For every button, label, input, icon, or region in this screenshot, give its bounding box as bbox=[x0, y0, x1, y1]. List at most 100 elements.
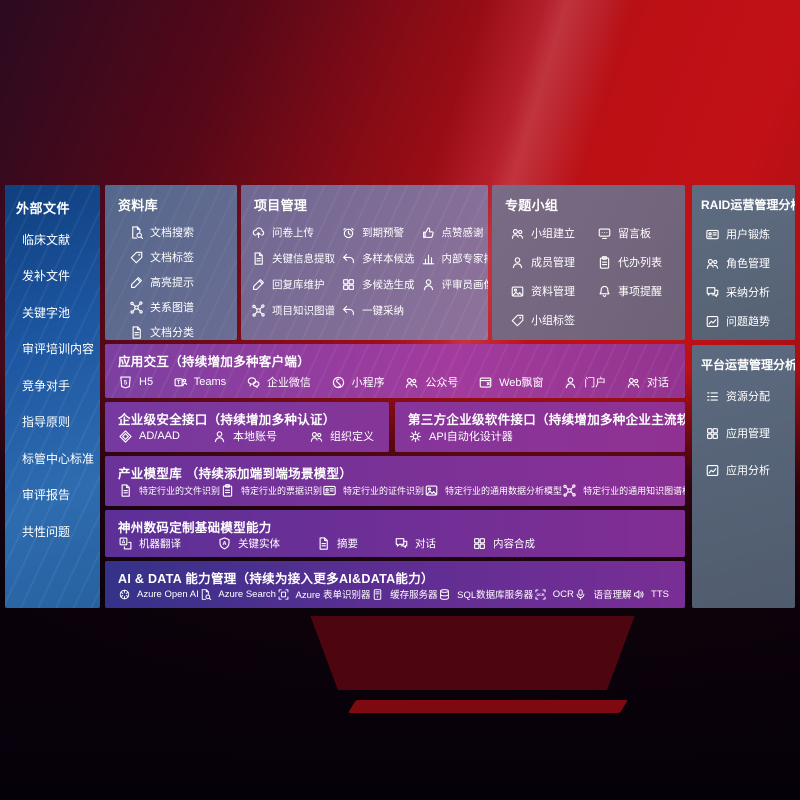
person-icon bbox=[421, 277, 436, 292]
feature-item: 问题趋势 bbox=[705, 313, 793, 329]
openai-icon bbox=[118, 588, 131, 601]
feature-item: 评审员画像 bbox=[421, 277, 489, 292]
feature-item: 特定行业的票据识别 bbox=[220, 483, 322, 498]
feature-item: 应用分析 bbox=[705, 462, 793, 478]
feature-label: 缓存服务器 bbox=[390, 590, 438, 601]
feature-label: 问卷上传 bbox=[272, 227, 314, 239]
feature-item: 文档搜索 bbox=[129, 224, 233, 240]
form-recognizer-icon bbox=[277, 588, 290, 601]
feature-label: Teams bbox=[193, 376, 227, 388]
feature-item: OCR OCR bbox=[534, 588, 574, 601]
feature-item: 留言板 bbox=[597, 225, 662, 241]
feature-label: 小组建立 bbox=[531, 228, 575, 240]
panel-app-interaction: 应用交互（持续增加多种客户端） 5 H5 T Teams 企业微信 小程序 公众号 Web飘窗 门… bbox=[105, 344, 685, 398]
svg-text:5: 5 bbox=[124, 380, 128, 386]
external-files-panel: 外部文件 临床文献 发补文件 关键字池 审评培训内容 竞争对手 指导原则 标管中心标准 审评报… bbox=[5, 185, 100, 608]
feature-item: 内部专家排名 bbox=[421, 251, 488, 266]
feature-label: 小组标签 bbox=[531, 315, 575, 327]
teams-icon: T bbox=[173, 375, 188, 390]
h5-icon: 5 bbox=[118, 375, 133, 390]
panel-title: 外部文件 bbox=[16, 201, 71, 216]
feature-label: 组织定义 bbox=[329, 431, 374, 443]
panel-third-party-api: 第三方企业级软件接口（持续增加多种企业主流软件接口） API自动化设计器 bbox=[395, 402, 685, 452]
feature-item: 到期预警 bbox=[341, 225, 415, 240]
feature-item: 门户 bbox=[563, 374, 606, 390]
architecture-layout: 外部文件 临床文献 发补文件 关键字池 审评培训内容 竞争对手 指导原则 标管中心标准 审评报… bbox=[5, 185, 795, 608]
feature-item: Azure Open AI bbox=[118, 588, 199, 601]
feature-label: 资料管理 bbox=[531, 286, 575, 298]
roles-people-icon bbox=[705, 256, 720, 271]
capability-row-1: 企业级安全接口（持续增加多种认证） AD/AAD 本地账号 组织定义 第三方企业级软件接… bbox=[105, 402, 685, 452]
feature-item: 应用管理 bbox=[705, 425, 793, 441]
feature-item: API自动化设计器 bbox=[408, 428, 513, 444]
feature-label: 问题趋势 bbox=[726, 316, 770, 328]
miniprogram-icon bbox=[331, 375, 346, 390]
feature-item: 问卷上传 bbox=[251, 225, 335, 240]
svg-text:OCR: OCR bbox=[536, 592, 544, 596]
people-group-icon bbox=[510, 226, 525, 241]
feature-item: Azure Search bbox=[199, 588, 276, 601]
capability-row-3: 神州数码定制基础模型能力 A 机器翻译 A 关键实体 摘要 对话 内容合成 bbox=[105, 510, 685, 557]
tts-icon bbox=[632, 588, 645, 601]
feature-label: Azure Search bbox=[218, 588, 276, 600]
sidebar-item: 审评培训内容 bbox=[22, 342, 95, 357]
id-card-icon bbox=[322, 483, 337, 498]
feature-label: 特定行业的证件识别 bbox=[343, 486, 425, 496]
feature-item: 内容合成 bbox=[472, 536, 535, 551]
sidebar-items: 临床文献 发补文件 关键字池 审评培训内容 竞争对手 指导原则 标管中心标准 审评报告 共性问题 bbox=[5, 221, 100, 550]
entity-badge-icon: A bbox=[217, 536, 232, 551]
edit-pen-icon bbox=[251, 277, 266, 292]
local-account-icon bbox=[212, 429, 227, 444]
feature-label: TTS bbox=[651, 588, 669, 600]
wechat-work-icon bbox=[246, 375, 261, 390]
panel-items: 小组建立 留言板 成员管理 代办列表 资料管理 事项提醒 小组标签 bbox=[492, 214, 685, 336]
panel-items: 特定行业的文件识别 特定行业的票据识别 特定行业的证件识别 特定行业的通用数据分析模型… bbox=[105, 483, 685, 506]
panel-platform-analytics: 平台运营管理分析 资源分配 应用管理 应用分析 bbox=[692, 345, 795, 608]
feature-item: 组织定义 bbox=[309, 428, 374, 444]
sidebar-item: 标管中心标准 bbox=[22, 451, 95, 466]
feature-item: 语音理解 bbox=[574, 587, 631, 601]
feature-item: Azure 表单识别器 bbox=[277, 587, 370, 601]
cache-server-icon bbox=[371, 588, 384, 601]
azure-search-icon bbox=[199, 588, 212, 601]
feature-label: 特定行业的通用数据分析模型 bbox=[445, 486, 563, 496]
sidebar-item: 临床文献 bbox=[22, 232, 71, 247]
capability-row-0: 应用交互（持续增加多种客户端） 5 H5 T Teams 企业微信 小程序 公众号 Web飘窗 门… bbox=[105, 344, 685, 398]
feature-item: 资料管理 bbox=[510, 283, 575, 299]
tag-icon bbox=[510, 313, 525, 328]
feature-label: 角色管理 bbox=[726, 258, 770, 270]
trend-chart-icon bbox=[705, 314, 720, 329]
feature-label: 资源分配 bbox=[726, 391, 770, 403]
feature-label: 文档搜索 bbox=[150, 227, 194, 239]
feature-label: 对话 bbox=[646, 377, 669, 389]
feature-label: 高亮提示 bbox=[150, 277, 194, 289]
app-grid-icon bbox=[705, 426, 720, 441]
feature-label: 特定行业的文件识别 bbox=[139, 486, 221, 496]
feature-item: 文档标签 bbox=[129, 249, 233, 265]
feature-label: 企业微信 bbox=[266, 377, 311, 389]
panel-topic-groups: 专题小组 小组建立 留言板 成员管理 代办列表 资料管理 事项提醒 小组标签 bbox=[492, 185, 685, 340]
feature-item: 采纳分析 bbox=[705, 284, 793, 300]
sidebar-item: 发补文件 bbox=[22, 269, 71, 284]
panel-security-api: 企业级安全接口（持续增加多种认证） AD/AAD 本地账号 组织定义 bbox=[105, 402, 389, 452]
panel-items: 用户锻炼 角色管理 采纳分析 问题趋势 bbox=[692, 213, 795, 329]
feature-item: 特定行业的通用知识图谱模型 bbox=[562, 483, 685, 498]
feature-item: 高亮提示 bbox=[129, 274, 233, 290]
feature-item: 小程序 bbox=[331, 374, 385, 390]
feature-item: 企业微信 bbox=[246, 374, 311, 390]
org-people-icon bbox=[309, 429, 324, 444]
feature-item: 特定行业的通用数据分析模型 bbox=[424, 483, 562, 498]
background-shape bbox=[310, 616, 635, 690]
panel-industry-models: 产业模型库 （持续添加端到端场景模型） 特定行业的文件识别 特定行业的票据识别 特定行… bbox=[105, 456, 685, 506]
feature-label: 事项提醒 bbox=[618, 286, 662, 298]
feature-item: 资源分配 bbox=[705, 388, 793, 404]
tag-icon bbox=[129, 250, 144, 265]
feature-label: 文档标签 bbox=[150, 252, 194, 264]
feature-label: 多样本候选 bbox=[362, 253, 415, 265]
resource-list-icon bbox=[705, 389, 720, 404]
panel-items: A 机器翻译 A 关键实体 摘要 对话 内容合成 bbox=[105, 536, 685, 557]
panel-title: 第三方企业级软件接口（持续增加多种企业主流软件接口） bbox=[408, 413, 685, 427]
feature-label: 评审员画像 bbox=[441, 279, 489, 291]
